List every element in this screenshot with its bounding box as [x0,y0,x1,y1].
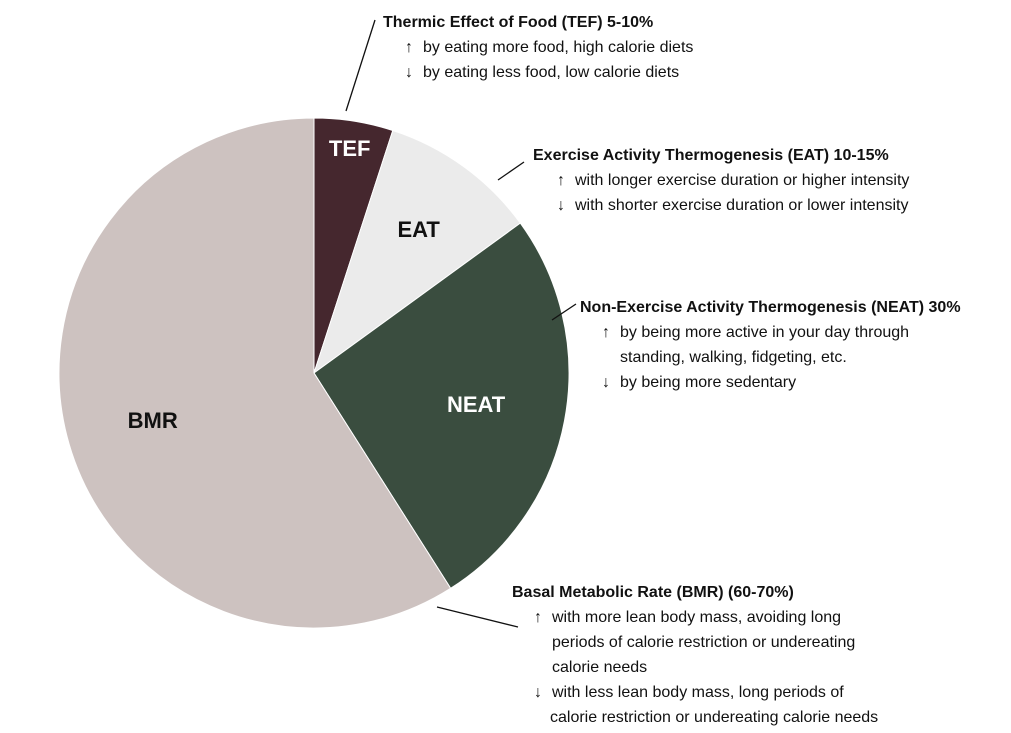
bmr-increase-row-cont-1: periods of calorie restriction or undere… [512,630,878,655]
bmr-decrease-text-1: with less lean body mass, long periods o… [552,684,844,701]
bmr-increase-text-1: with more lean body mass, avoiding long [552,609,842,626]
down-arrow-icon: ↓ [602,374,610,391]
up-arrow-icon: ↑ [534,609,542,626]
bmr-annotation: Basal Metabolic Rate (BMR) (60-70%) ↑ wi… [512,580,878,730]
bmr-increase-text-3: calorie needs [552,659,648,676]
tef-slice-label: TEF [329,136,371,161]
down-arrow-icon: ↓ [557,197,565,214]
bmr-increase-text-2: periods of calorie restriction or undere… [552,634,856,651]
up-arrow-icon: ↑ [557,172,565,189]
neat-increase-row-cont: standing, walking, fidgeting, etc. [580,345,961,370]
bmr-increase-row: ↑ with more lean body mass, avoiding lon… [512,605,878,630]
eat-annotation: Exercise Activity Thermogenesis (EAT) 10… [533,143,909,218]
neat-slice-label: NEAT [447,392,506,417]
bmr-decrease-row: ↓ with less lean body mass, long periods… [512,680,878,705]
bmr-decrease-text-2: calorie restriction or undereating calor… [550,709,879,726]
up-arrow-icon: ↑ [602,324,610,341]
eat-slice [313,129,521,375]
tef-leader-line [345,19,376,112]
neat-decrease-row: ↓ by being more sedentary [580,370,961,395]
pie-slice-labels: TEF EAT NEAT BMR [128,136,506,433]
tef-decrease-text: by eating less food, low calorie diets [423,64,680,81]
neat-annotation: Non-Exercise Activity Thermogenesis (NEA… [580,295,961,395]
eat-leader-line [497,161,525,181]
up-arrow-icon: ↑ [405,39,413,56]
neat-leader-line [551,303,577,321]
tef-annotation-title: Thermic Effect of Food (TEF) 5-10% [383,14,654,31]
eat-increase-row: ↑ with longer exercise duration or highe… [533,168,909,193]
bmr-slice [58,117,452,629]
bmr-increase-row-cont-2: calorie needs [512,655,878,680]
bmr-slice-label: BMR [128,408,178,433]
neat-slice [313,222,570,589]
pie-slices [58,117,570,629]
neat-increase-row: ↑ by being more active in your day throu… [580,320,961,345]
neat-increase-text-2: standing, walking, fidgeting, etc. [620,349,847,366]
eat-slice-label: EAT [397,217,440,242]
bmr-leader-line [436,606,519,628]
eat-decrease-text: with shorter exercise duration or lower … [575,197,909,214]
eat-annotation-title: Exercise Activity Thermogenesis (EAT) 10… [533,147,889,164]
neat-annotation-title: Non-Exercise Activity Thermogenesis (NEA… [580,299,961,316]
eat-decrease-row: ↓ with shorter exercise duration or lowe… [533,193,909,218]
leader-lines [345,19,577,628]
neat-decrease-text: by being more sedentary [620,374,797,391]
tef-increase-text: by eating more food, high calorie diets [423,39,694,56]
tef-decrease-row: ↓ by eating less food, low calorie diets [383,60,693,85]
bmr-decrease-row-cont: calorie restriction or undereating calor… [512,705,878,730]
tef-increase-row: ↑ by eating more food, high calorie diet… [383,35,693,60]
bmr-annotation-title: Basal Metabolic Rate (BMR) (60-70%) [512,584,794,601]
eat-increase-text: with longer exercise duration or higher … [575,172,910,189]
down-arrow-icon: ↓ [405,64,413,81]
neat-increase-text-1: by being more active in your day through [620,324,910,341]
down-arrow-icon: ↓ [534,684,542,701]
tef-annotation: Thermic Effect of Food (TEF) 5-10% ↑ by … [383,10,693,85]
